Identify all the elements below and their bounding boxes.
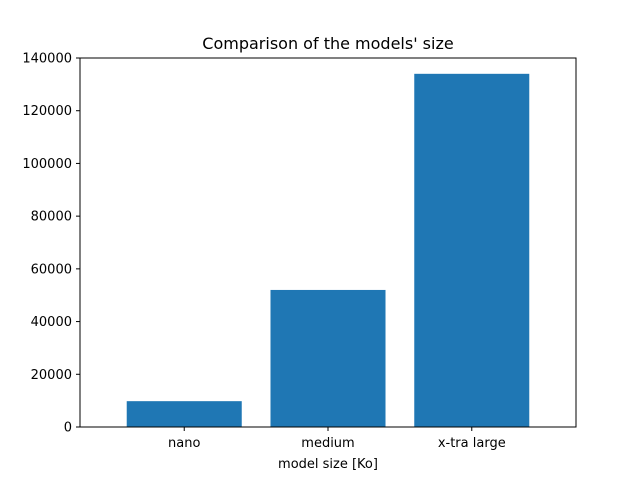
bar-medium [270, 289, 386, 427]
y-tick-label: 80000 [31, 210, 72, 225]
y-tick-label: 60000 [31, 262, 72, 277]
x-tick-label: medium [301, 436, 354, 451]
bar-x-tra-large [414, 73, 530, 428]
y-tick-label: 0 [64, 421, 72, 436]
x-tick-label: nano [168, 436, 200, 451]
y-tick-label: 140000 [22, 52, 72, 67]
plot-frame [79, 57, 577, 428]
ticks-layer: nano medium x-tra large 0 20000 40000 60000 800… [22, 52, 505, 452]
x-axis-label: model size [Ko] [278, 457, 378, 472]
x-tick-label: x-tra large [438, 436, 506, 451]
bar-nano [126, 401, 242, 427]
y-tick-label: 40000 [31, 315, 72, 330]
chart-title: Comparison of the models' size [202, 34, 453, 53]
y-tick-label: 20000 [31, 368, 72, 383]
y-tick-label: 120000 [22, 104, 72, 119]
y-tick-label: 100000 [22, 157, 72, 172]
bars-layer [126, 73, 530, 428]
